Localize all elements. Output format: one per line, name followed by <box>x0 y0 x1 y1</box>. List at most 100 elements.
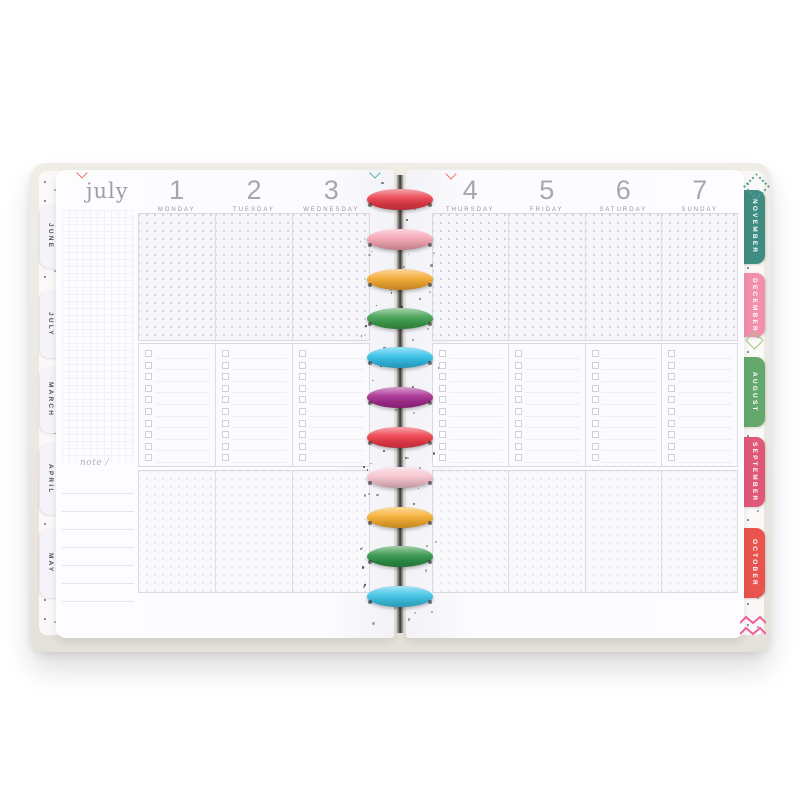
day-name: SATURDAY <box>599 207 648 213</box>
disc-notch <box>368 242 372 247</box>
month-tab-october: OCTOBER <box>742 528 765 598</box>
checkbox <box>439 431 446 439</box>
checkbox <box>667 361 675 369</box>
month-tab-december: DECEMBER <box>742 273 765 337</box>
date-number: 2 <box>246 175 262 205</box>
checklist-row <box>591 452 658 464</box>
checklist-row <box>222 406 289 418</box>
checklist-row <box>145 383 212 395</box>
write-line <box>232 427 287 429</box>
checkbox <box>222 454 229 462</box>
disc-notch <box>428 559 432 564</box>
disc-notch <box>368 321 372 326</box>
checklist-row <box>439 394 505 406</box>
write-line <box>525 403 580 405</box>
checklist-row <box>439 348 505 360</box>
day-name: WEDNESDAY <box>303 207 360 213</box>
checkbox <box>515 431 523 439</box>
write-line <box>232 450 287 452</box>
write-line <box>677 392 732 394</box>
checklist-row <box>145 394 212 406</box>
month-tab-september: SEPTEMBER <box>742 437 765 507</box>
checkbox <box>145 396 152 404</box>
write-line <box>309 461 364 463</box>
day-cell-checklist <box>508 344 585 466</box>
checklist-row <box>515 348 581 360</box>
day-cell-checklist <box>433 344 509 466</box>
week-row-notes-left <box>138 213 370 341</box>
binder-disc <box>367 466 433 488</box>
date-number: 4 <box>462 175 478 205</box>
checklist-row <box>145 452 212 464</box>
month-tab-june: JUNE <box>40 205 59 268</box>
checklist-row <box>299 452 366 464</box>
checkbox <box>222 384 229 392</box>
day-cell-open <box>660 471 737 592</box>
write-line <box>449 415 504 417</box>
binder-disc <box>367 545 433 567</box>
checkbox <box>145 361 152 369</box>
checklist-row <box>591 441 658 453</box>
day-name: FRIDAY <box>529 207 564 213</box>
month-tab-march: MARCH <box>40 367 59 433</box>
write-line <box>232 392 287 394</box>
day-cell-open <box>292 471 369 592</box>
checkbox <box>591 361 599 369</box>
binder-disc <box>367 228 433 250</box>
month-tab-label: MARCH <box>46 382 54 418</box>
write-line <box>449 380 504 382</box>
day-name: SUNDAY <box>681 207 719 213</box>
day-cell-open <box>139 471 215 592</box>
checkbox <box>591 384 599 392</box>
checkbox <box>591 431 599 439</box>
checklist-row <box>439 406 505 418</box>
checklist-row <box>299 406 366 418</box>
month-tab-november: NOVEMBER <box>742 190 765 264</box>
binder-disc <box>367 268 433 290</box>
write-line <box>232 461 287 463</box>
checkbox <box>439 361 446 369</box>
disc-notch <box>428 242 432 247</box>
binder-disc <box>367 386 433 408</box>
checklist-row <box>299 371 366 383</box>
day-name: MONDAY <box>157 207 196 213</box>
note-label: note / <box>80 458 110 468</box>
checkbox <box>222 396 229 404</box>
checkbox <box>515 373 523 381</box>
day-cell-notes <box>584 214 661 340</box>
checklist-row <box>222 383 289 395</box>
checklist-row <box>299 441 366 453</box>
checklist-row <box>439 429 505 441</box>
month-tab-label: AUGUST <box>750 371 758 413</box>
checkbox <box>145 442 152 450</box>
checklist-row <box>439 452 505 464</box>
checklist-row <box>515 406 581 418</box>
disc-notch <box>368 202 372 207</box>
write-line <box>601 450 656 452</box>
checkbox <box>145 350 152 357</box>
week-row-checklist-left <box>138 343 370 467</box>
day-cell-open <box>215 471 292 592</box>
write-line <box>155 427 210 429</box>
checkbox <box>145 373 152 381</box>
day-cell-checklist <box>292 344 369 466</box>
checkbox <box>515 407 523 415</box>
checklist-row <box>145 406 212 418</box>
write-line <box>309 392 364 394</box>
checklist-row <box>591 394 658 406</box>
checklist-row <box>591 360 658 372</box>
write-line <box>677 438 732 440</box>
checklist-row <box>591 371 658 383</box>
day-header-thursday: 4 THURSDAY <box>432 176 509 213</box>
checkbox <box>145 431 152 439</box>
disc-notch <box>428 599 432 604</box>
checklist-row <box>222 360 289 372</box>
write-line <box>601 415 656 417</box>
checkbox <box>222 407 229 415</box>
checklist-row <box>667 360 734 372</box>
write-line <box>309 438 364 440</box>
day-cell-checklist <box>139 344 215 466</box>
write-line <box>232 438 287 440</box>
disc-notch <box>428 360 432 365</box>
checkbox <box>222 431 229 439</box>
